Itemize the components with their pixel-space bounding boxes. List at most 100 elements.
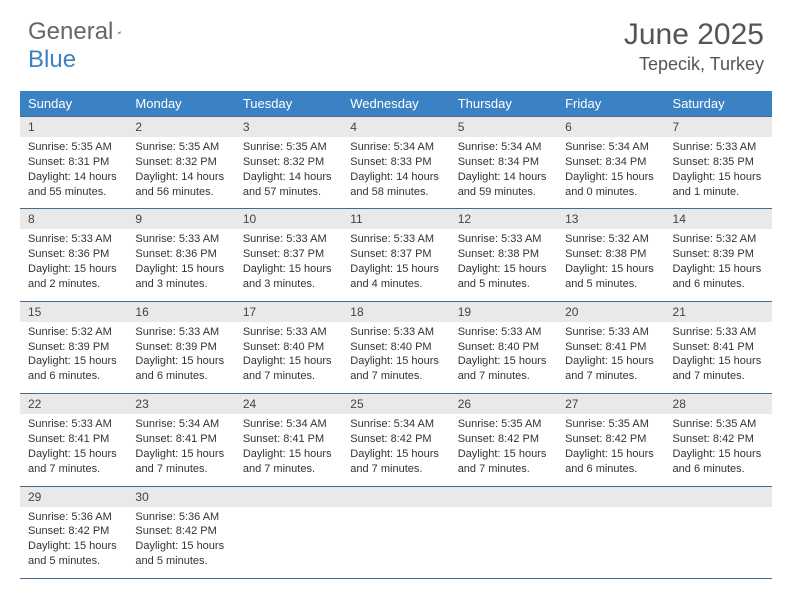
daylight-text-2: and 7 minutes. <box>135 462 226 477</box>
week-2-content-row: Sunrise: 5:33 AM Sunset: 8:36 PM Daylight:… <box>20 229 772 301</box>
sunset-text: Sunset: 8:40 PM <box>243 340 334 355</box>
daylight-text-1: Daylight: 15 hours <box>243 354 334 369</box>
sunset-text: Sunset: 8:33 PM <box>350 155 441 170</box>
title-block: June 2025 Tepecik, Turkey <box>624 18 764 75</box>
daylight-text-2: and 7 minutes. <box>243 369 334 384</box>
sunrise-text: Sunrise: 5:35 AM <box>458 417 549 432</box>
week-4-daynum-row: 22232425262728 <box>20 394 772 415</box>
daylight-text-1: Daylight: 15 hours <box>28 447 119 462</box>
day-number-cell: 11 <box>342 209 449 230</box>
day-number-cell: 5 <box>450 117 557 138</box>
sunrise-text: Sunrise: 5:34 AM <box>565 140 656 155</box>
day-number-cell <box>665 486 772 507</box>
day-number-cell <box>450 486 557 507</box>
day-content-cell: Sunrise: 5:33 AMSunset: 8:35 PMDaylight:… <box>665 137 772 209</box>
sunset-text: Sunset: 8:32 PM <box>243 155 334 170</box>
calendar-body: 1234567Sunrise: 5:35 AMSunset: 8:31 PMDa… <box>20 117 772 579</box>
day-number-cell <box>557 486 664 507</box>
sunset-text: Sunset: 8:32 PM <box>135 155 226 170</box>
day-number-cell: 17 <box>235 301 342 322</box>
day-content-cell <box>450 507 557 579</box>
dow-saturday: Saturday <box>665 91 772 117</box>
daylight-text-1: Daylight: 14 hours <box>28 170 119 185</box>
sunset-text: Sunset: 8:39 PM <box>673 247 764 262</box>
day-content-cell: Sunrise: 5:35 AMSunset: 8:32 PMDaylight:… <box>127 137 234 209</box>
sunrise-text: Sunrise: 5:34 AM <box>458 140 549 155</box>
daylight-text-2: and 7 minutes. <box>350 462 441 477</box>
daylight-text-1: Daylight: 15 hours <box>565 354 656 369</box>
day-content-cell: Sunrise: 5:33 AMSunset: 8:41 PMDaylight:… <box>20 414 127 486</box>
daylight-text-2: and 3 minutes. <box>243 277 334 292</box>
dow-tuesday: Tuesday <box>235 91 342 117</box>
sunrise-text: Sunrise: 5:33 AM <box>673 325 764 340</box>
day-number-cell: 14 <box>665 209 772 230</box>
sunrise-text: Sunrise: 5:33 AM <box>243 232 334 247</box>
day-content-cell: Sunrise: 5:33 AMSunset: 8:37 PMDaylight:… <box>235 229 342 301</box>
sunset-text: Sunset: 8:42 PM <box>673 432 764 447</box>
day-content-cell <box>665 507 772 579</box>
week-4-content-row: Sunrise: 5:33 AMSunset: 8:41 PMDaylight:… <box>20 414 772 486</box>
dow-wednesday: Wednesday <box>342 91 449 117</box>
week-5-content-row: Sunrise: 5:36 AMSunset: 8:42 PMDaylight:… <box>20 507 772 579</box>
day-content-cell: Sunrise: 5:33 AMSunset: 8:37 PMDaylight:… <box>342 229 449 301</box>
sunrise-text: Sunrise: 5:33 AM <box>28 232 119 247</box>
sunset-text: Sunset: 8:42 PM <box>28 524 119 539</box>
sunset-text: Sunset: 8:42 PM <box>135 524 226 539</box>
daylight-text-2: and 5 minutes. <box>135 554 226 569</box>
week-1-content-row: Sunrise: 5:35 AMSunset: 8:31 PMDaylight:… <box>20 137 772 209</box>
daylight-text-2: and 5 minutes. <box>458 277 549 292</box>
calendar-table: Sunday Monday Tuesday Wednesday Thursday… <box>20 91 772 579</box>
day-number-cell: 30 <box>127 486 234 507</box>
day-number-cell: 21 <box>665 301 772 322</box>
week-5-daynum-row: 2930 <box>20 486 772 507</box>
sunset-text: Sunset: 8:31 PM <box>28 155 119 170</box>
sunrise-text: Sunrise: 5:34 AM <box>243 417 334 432</box>
day-number-cell: 2 <box>127 117 234 138</box>
logo: General <box>28 18 141 46</box>
dow-thursday: Thursday <box>450 91 557 117</box>
sunrise-text: Sunrise: 5:36 AM <box>135 510 226 525</box>
sunrise-text: Sunrise: 5:35 AM <box>673 417 764 432</box>
daylight-text-2: and 3 minutes. <box>135 277 226 292</box>
day-content-cell: Sunrise: 5:36 AMSunset: 8:42 PMDaylight:… <box>20 507 127 579</box>
day-number-cell: 3 <box>235 117 342 138</box>
daylight-text-1: Daylight: 15 hours <box>458 354 549 369</box>
sunset-text: Sunset: 8:41 PM <box>673 340 764 355</box>
daylight-text-2: and 7 minutes. <box>565 369 656 384</box>
week-2-daynum-row: 891011121314 <box>20 209 772 230</box>
week-1-daynum-row: 1234567 <box>20 117 772 138</box>
sunset-text: Sunset: 8:35 PM <box>673 155 764 170</box>
daylight-text-2: and 7 minutes. <box>458 462 549 477</box>
daylight-text-1: Daylight: 15 hours <box>243 447 334 462</box>
sunset-text: Sunset: 8:36 PM <box>135 247 226 262</box>
daylight-text-2: and 7 minutes. <box>243 462 334 477</box>
day-content-cell: Sunrise: 5:33 AMSunset: 8:41 PMDaylight:… <box>557 322 664 394</box>
day-content-cell: Sunrise: 5:34 AMSunset: 8:42 PMDaylight:… <box>342 414 449 486</box>
day-number-cell <box>235 486 342 507</box>
week-3-content-row: Sunrise: 5:32 AMSunset: 8:39 PMDaylight:… <box>20 322 772 394</box>
daylight-text-2: and 7 minutes. <box>28 462 119 477</box>
sunrise-text: Sunrise: 5:32 AM <box>673 232 764 247</box>
daylight-text-1: Daylight: 15 hours <box>28 539 119 554</box>
daylight-text-1: Daylight: 15 hours <box>350 262 441 277</box>
daylight-text-2: and 5 minutes. <box>28 554 119 569</box>
day-content-cell: Sunrise: 5:33 AMSunset: 8:41 PMDaylight:… <box>665 322 772 394</box>
sunset-text: Sunset: 8:42 PM <box>565 432 656 447</box>
day-content-cell: Sunrise: 5:35 AMSunset: 8:31 PMDaylight:… <box>20 137 127 209</box>
day-content-cell: Sunrise: 5:32 AMSunset: 8:38 PMDaylight:… <box>557 229 664 301</box>
daylight-text-1: Daylight: 15 hours <box>673 354 764 369</box>
day-content-cell: Sunrise: 5:33 AMSunset: 8:39 PMDaylight:… <box>127 322 234 394</box>
sunrise-text: Sunrise: 5:33 AM <box>350 325 441 340</box>
day-number-cell: 6 <box>557 117 664 138</box>
sunrise-text: Sunrise: 5:35 AM <box>28 140 119 155</box>
daylight-text-1: Daylight: 15 hours <box>243 262 334 277</box>
day-number-cell: 26 <box>450 394 557 415</box>
day-content-cell: Sunrise: 5:33 AMSunset: 8:40 PMDaylight:… <box>342 322 449 394</box>
day-number-cell: 10 <box>235 209 342 230</box>
day-number-cell: 23 <box>127 394 234 415</box>
day-of-week-row: Sunday Monday Tuesday Wednesday Thursday… <box>20 91 772 117</box>
sunset-text: Sunset: 8:40 PM <box>458 340 549 355</box>
daylight-text-1: Daylight: 15 hours <box>28 354 119 369</box>
day-number-cell: 29 <box>20 486 127 507</box>
daylight-text-2: and 57 minutes. <box>243 185 334 200</box>
